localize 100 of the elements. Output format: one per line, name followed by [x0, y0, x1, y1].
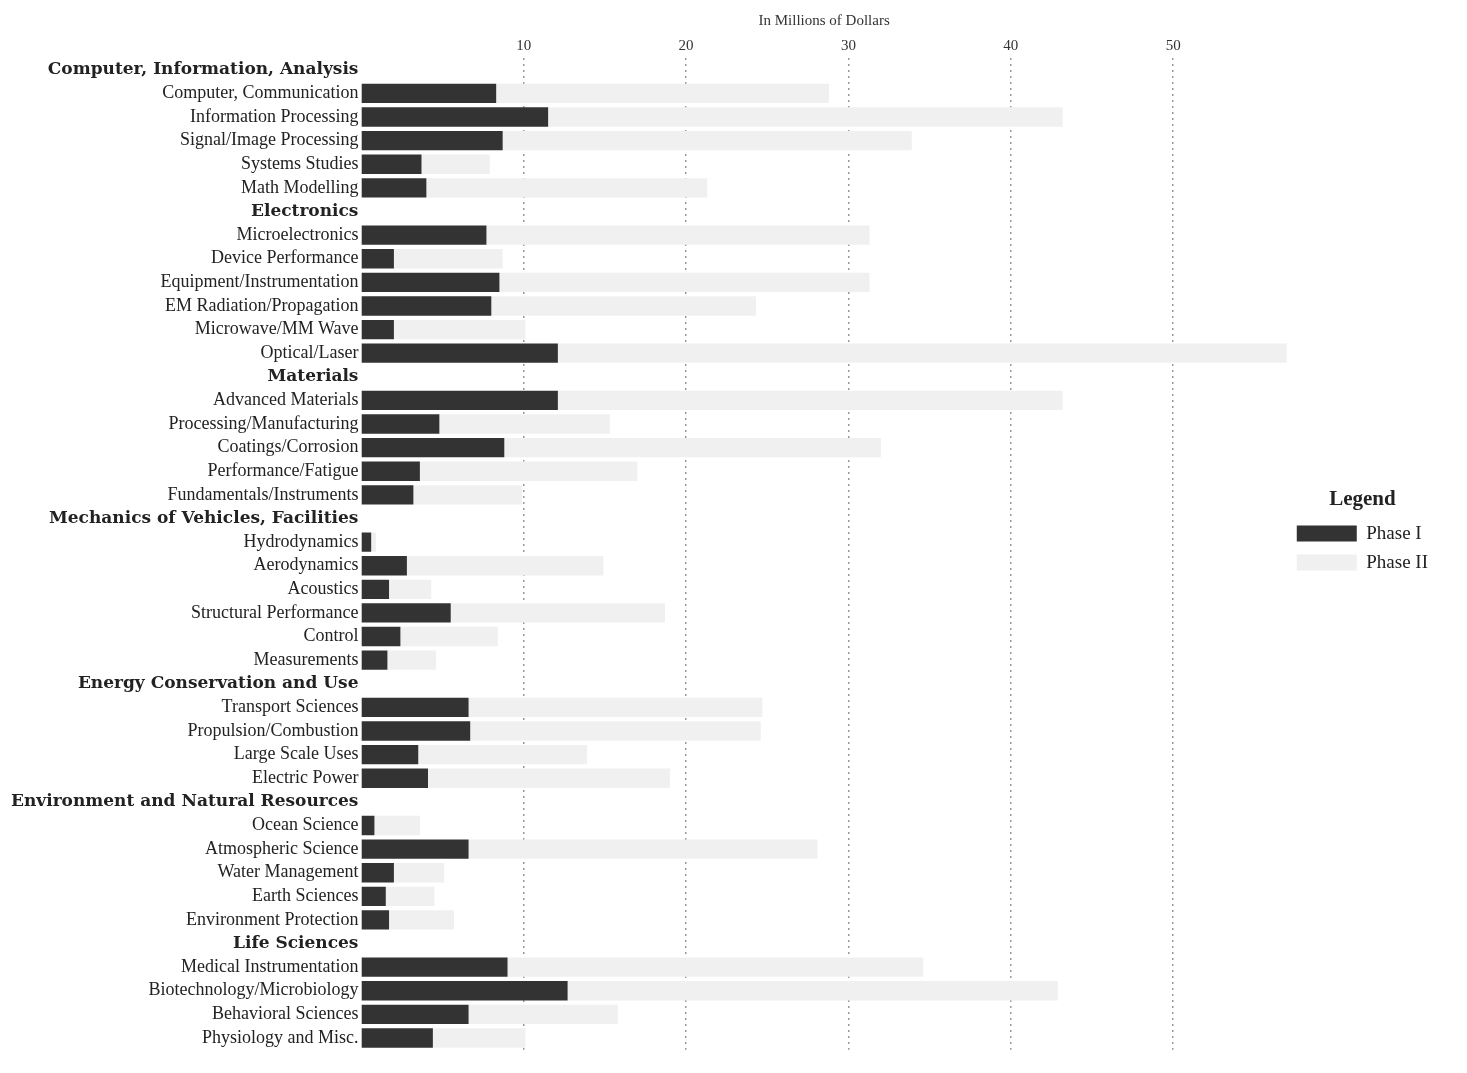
bar [361, 910, 390, 930]
y-tick-label: EM Radiation/Propagation [164, 294, 359, 315]
y-tick-label: Propulsion/Combustion [187, 719, 359, 740]
bar [406, 556, 604, 576]
y-tick-label: Physiology and Misc. [201, 1026, 359, 1047]
bar [548, 107, 1063, 127]
bar [361, 296, 492, 316]
bar [567, 981, 1058, 1001]
bar [502, 130, 912, 151]
bar [385, 886, 435, 906]
y-tick-label: Hydrodynamics [243, 530, 359, 551]
bar [361, 603, 451, 623]
bar [361, 343, 558, 363]
legend-label: Phase I [1366, 521, 1422, 543]
y-tick-label: Optical/Laser [260, 341, 359, 362]
bar [557, 390, 1063, 411]
y-tick-label: Signal/Image Processing [179, 129, 359, 150]
y-tick-label: Microelectronics [236, 223, 359, 244]
bar [400, 626, 498, 647]
y-tick-label: Structural Performance [191, 601, 359, 622]
bar [361, 886, 386, 906]
bar [361, 437, 505, 458]
bar [470, 721, 761, 741]
bar [361, 721, 471, 741]
bar [361, 107, 549, 127]
y-tick-label: Aerodynamics [253, 554, 359, 575]
bar [361, 154, 422, 174]
bar [491, 296, 756, 316]
y-tick-label: Environment and Natural Resources [10, 790, 359, 811]
bar [393, 319, 526, 340]
y-tick-label: Transport Sciences [221, 696, 359, 717]
bar [361, 390, 558, 411]
bar [361, 697, 469, 718]
bar [361, 650, 388, 670]
y-tick-label: Control [303, 625, 359, 646]
bar [439, 414, 610, 434]
bar [361, 1028, 433, 1048]
bar [361, 130, 503, 151]
y-tick-label: Fundamentals/Instruments [167, 483, 359, 504]
y-tick-label: Acoustics [287, 578, 359, 599]
y-tick-label: Electronics [250, 199, 359, 220]
y-tick-label: Information Processing [189, 105, 359, 126]
y-tick-label: Systems Studies [240, 153, 359, 173]
bar [361, 485, 414, 505]
bar [421, 154, 490, 174]
bar [361, 626, 401, 647]
bar [450, 603, 666, 623]
y-tick-label: Computer, Communication [162, 82, 359, 103]
y-tick-label: Computer, Information, Analysis [47, 58, 359, 79]
bar [499, 272, 870, 293]
y-tick-label: Equipment/Instrumentation [160, 271, 359, 292]
bar [361, 815, 375, 836]
y-tick-label: Electric Power [251, 766, 359, 787]
y-tick-label: Large Scale Uses [233, 743, 359, 764]
bar [432, 1028, 526, 1048]
bar [419, 461, 638, 481]
bar [557, 343, 1287, 363]
y-tick-label: Microwave/MM Wave [194, 318, 359, 339]
x-tick-label: 40 [1003, 36, 1019, 53]
bar [389, 910, 454, 930]
bar [468, 839, 818, 859]
bar [361, 556, 407, 576]
y-tick-label: Device Performance [211, 247, 359, 268]
bar [361, 839, 469, 859]
bar [468, 1004, 618, 1025]
bar [371, 532, 377, 552]
y-tick-label: Behavioral Sciences [211, 1003, 359, 1024]
bar [361, 319, 394, 340]
x-tick-label: 10 [516, 36, 532, 53]
bar [361, 1004, 469, 1025]
legend-label: Phase II [1366, 550, 1428, 572]
y-tick-label: Performance/Fatigue [207, 459, 359, 480]
legend-title: Legend [1329, 485, 1396, 510]
y-tick-label: Mechanics of Vehicles, Facilities [48, 506, 359, 527]
bar [393, 863, 445, 883]
y-tick-label: Ocean Science [252, 814, 359, 835]
bar [468, 697, 763, 718]
y-tick-label: Energy Conservation and Use [77, 672, 359, 693]
y-tick-label: Coatings/Corrosion [217, 436, 359, 457]
x-axis-title: In Millions of Dollars [758, 11, 890, 28]
bar [361, 249, 394, 269]
x-tick-label: 30 [840, 36, 856, 53]
bar [387, 650, 437, 670]
bar [361, 461, 420, 481]
bar [361, 579, 390, 599]
y-tick-label: Earth Sciences [251, 885, 359, 906]
y-tick-label: Medical Instrumentation [180, 955, 359, 976]
y-tick-label: Materials [267, 365, 359, 386]
bar [361, 981, 568, 1001]
bar [361, 272, 500, 293]
bar [507, 957, 924, 977]
y-tick-label: Water Management [217, 861, 359, 882]
bar [418, 744, 588, 765]
y-tick-label: Atmospheric Science [204, 837, 359, 858]
bar [361, 414, 440, 434]
x-tick-label: 20 [678, 36, 694, 53]
bar [361, 83, 497, 104]
x-tick-label: 50 [1165, 36, 1181, 53]
bar [504, 437, 881, 458]
bar [361, 768, 428, 788]
